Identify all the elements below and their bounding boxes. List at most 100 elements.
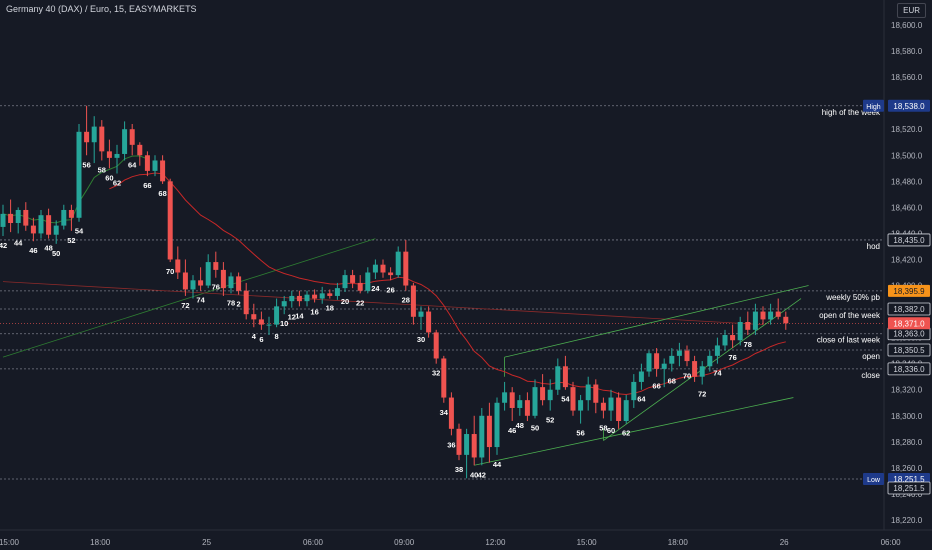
candle-body[interactable] (8, 213, 14, 223)
currency-button[interactable]: EUR (897, 3, 926, 18)
candle-body[interactable] (555, 366, 561, 390)
candle-body[interactable] (752, 311, 758, 330)
candle-body[interactable] (585, 384, 591, 401)
candle-body[interactable] (426, 311, 432, 333)
candle-body[interactable] (661, 363, 667, 369)
candle-body[interactable] (775, 311, 781, 317)
candle-body[interactable] (486, 415, 492, 448)
candle-body[interactable] (494, 402, 500, 448)
trendline-red[interactable] (2, 281, 764, 326)
candle-body[interactable] (53, 225, 59, 235)
candle-body[interactable] (0, 213, 6, 227)
candle-body[interactable] (654, 353, 660, 369)
candle-body[interactable] (646, 353, 652, 372)
candle-body[interactable] (448, 397, 454, 429)
candle-body[interactable] (274, 306, 280, 325)
candle-body[interactable] (122, 129, 128, 154)
candle-body[interactable] (236, 276, 242, 291)
candle-body[interactable] (502, 392, 508, 403)
candle-body[interactable] (160, 160, 166, 182)
candle-body[interactable] (198, 280, 204, 286)
candle-body[interactable] (190, 280, 196, 290)
candle-body[interactable] (357, 282, 363, 291)
candle-body[interactable] (464, 434, 470, 455)
candle-body[interactable] (745, 322, 751, 330)
candle-body[interactable] (600, 402, 606, 411)
candle-body[interactable] (722, 335, 728, 346)
candle-body[interactable] (669, 355, 675, 364)
candle-body[interactable] (471, 434, 477, 458)
candle-body[interactable] (532, 387, 538, 416)
candle-body[interactable] (106, 151, 112, 158)
candle-body[interactable] (99, 126, 105, 152)
candle-body[interactable] (699, 366, 705, 377)
candle-body[interactable] (137, 144, 143, 156)
candle-body[interactable] (46, 215, 52, 235)
candle-body[interactable] (304, 294, 310, 302)
candle-body[interactable] (684, 350, 690, 362)
candle-body[interactable] (456, 428, 462, 455)
candle-body[interactable] (213, 262, 219, 270)
candle-body[interactable] (281, 301, 287, 307)
candle-body[interactable] (388, 272, 394, 276)
channel-lower[interactable] (474, 397, 794, 466)
candle-body[interactable] (312, 294, 318, 299)
candlesticks[interactable] (0, 105, 789, 479)
candle-body[interactable] (638, 371, 644, 382)
candle-body[interactable] (129, 129, 135, 145)
candle-body[interactable] (692, 361, 698, 377)
candle-body[interactable] (737, 322, 743, 341)
candle-body[interactable] (175, 259, 181, 273)
candle-body[interactable] (395, 251, 401, 276)
candle-body[interactable] (23, 209, 29, 226)
candle-body[interactable] (144, 155, 150, 171)
candle-body[interactable] (714, 345, 720, 356)
candle-body[interactable] (334, 288, 340, 296)
candle-body[interactable] (38, 215, 44, 234)
candle-body[interactable] (205, 262, 211, 286)
candle-body[interactable] (251, 314, 257, 320)
candle-body[interactable] (167, 181, 173, 260)
candle-body[interactable] (562, 366, 568, 388)
candle-body[interactable] (410, 285, 416, 317)
candle-body[interactable] (350, 275, 356, 283)
candle-body[interactable] (768, 311, 774, 320)
candle-body[interactable] (152, 160, 158, 171)
candle-body[interactable] (509, 392, 515, 408)
candle-body[interactable] (289, 295, 295, 302)
candle-body[interactable] (266, 324, 272, 326)
candle-body[interactable] (608, 397, 614, 411)
candle-body[interactable] (84, 131, 90, 143)
candle-body[interactable] (15, 209, 21, 223)
candle-body[interactable] (631, 381, 637, 401)
candle-body[interactable] (418, 311, 424, 317)
candle-body[interactable] (220, 269, 226, 289)
candle-body[interactable] (441, 358, 447, 398)
candle-body[interactable] (372, 264, 378, 273)
candle-body[interactable] (524, 400, 530, 416)
channel-upper[interactable] (504, 285, 809, 358)
candle-body[interactable] (296, 295, 302, 302)
candle-body[interactable] (68, 209, 74, 218)
trendline-left[interactable] (2, 238, 376, 358)
candle-body[interactable] (258, 319, 264, 325)
candle-body[interactable] (547, 389, 553, 401)
candle-body[interactable] (380, 264, 386, 273)
candle-body[interactable] (540, 387, 546, 401)
candle-body[interactable] (433, 332, 439, 359)
candle-body[interactable] (61, 209, 67, 226)
candle-body[interactable] (616, 397, 622, 421)
candle-body[interactable] (182, 272, 188, 290)
candle-body[interactable] (676, 350, 682, 356)
candle-body[interactable] (760, 311, 766, 320)
candle-body[interactable] (243, 290, 249, 315)
candle-body[interactable] (114, 153, 120, 158)
candle-body[interactable] (578, 400, 584, 411)
candle-body[interactable] (783, 316, 789, 324)
candle-body[interactable] (593, 384, 599, 403)
candle-body[interactable] (30, 225, 36, 234)
candle-body[interactable] (228, 276, 234, 289)
candle-body[interactable] (570, 387, 576, 411)
candle-body[interactable] (327, 293, 333, 296)
